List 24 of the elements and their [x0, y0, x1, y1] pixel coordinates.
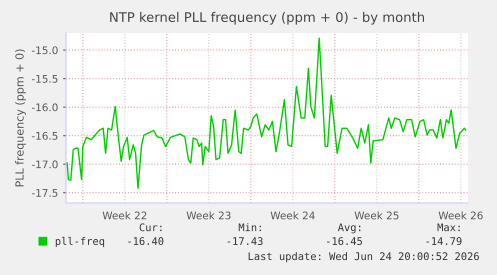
text: Max:	[438, 224, 460, 232]
x-tick-label: Week 26	[438, 211, 483, 220]
text: Avg:	[338, 223, 360, 234]
x-tick-label: Week 22	[102, 211, 146, 220]
x-tick-label: Week 25	[354, 211, 398, 220]
legend-label: pll-freq	[56, 236, 104, 248]
line-series	[66, 37, 466, 189]
text: -14.79	[426, 237, 462, 246]
x-tick-label: Week 23	[186, 211, 231, 220]
y-tick-label: -15.5	[32, 75, 58, 83]
text: -16.45	[326, 237, 362, 246]
text: Min:	[238, 223, 261, 232]
y-tick-label: -17.0	[32, 160, 58, 168]
x-tick-label: Week 24	[270, 211, 315, 220]
y-tick-label: -16.0	[32, 103, 58, 112]
text: Last update: Wed Jun 24 20:00:52 2026	[248, 252, 479, 262]
y-axis-title: PLL frequency (ppm + 0)	[15, 50, 26, 186]
chart-title: NTP kernel PLL frequency (ppm + 0) - by month	[110, 12, 424, 25]
text: -16.40	[128, 237, 164, 246]
y-tick-label: -17.5	[32, 189, 58, 197]
text: -17.43	[228, 237, 263, 246]
text: Cur:	[140, 223, 162, 232]
y-tick-label: -15.0	[32, 46, 58, 54]
y-tick-label: -16.5	[32, 132, 58, 140]
